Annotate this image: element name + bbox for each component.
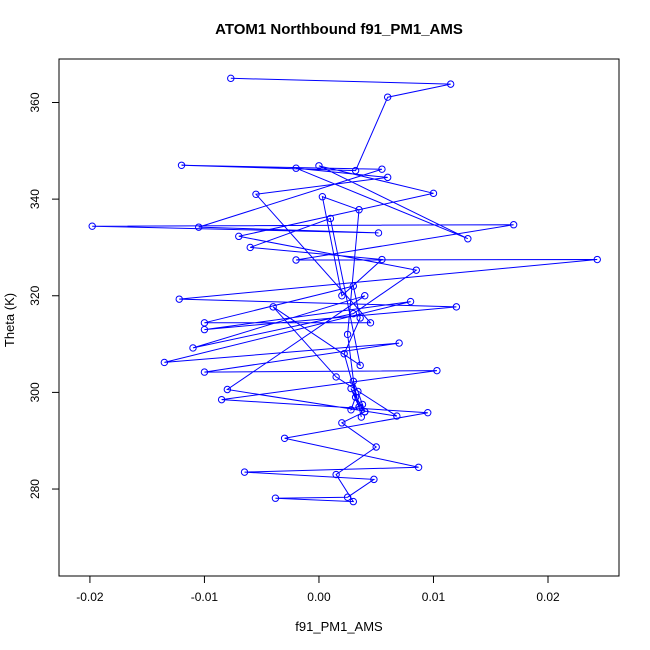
data-point bbox=[332, 470, 340, 479]
data-point bbox=[372, 443, 380, 451]
data-point bbox=[355, 206, 363, 214]
data-point bbox=[338, 419, 346, 427]
data-point bbox=[252, 190, 260, 198]
data-point bbox=[412, 266, 421, 274]
data-point bbox=[349, 282, 358, 290]
data-point bbox=[318, 193, 327, 201]
x-tick-label: 0.00 bbox=[307, 590, 331, 604]
x-tick-label: -0.02 bbox=[76, 590, 104, 604]
data-point bbox=[340, 350, 348, 358]
x-tick-label: -0.01 bbox=[191, 590, 219, 604]
data-point bbox=[351, 166, 360, 175]
data-point bbox=[349, 497, 358, 506]
y-tick-label: 320 bbox=[28, 285, 42, 305]
series-layer bbox=[88, 74, 601, 506]
data-point bbox=[246, 243, 254, 252]
data-point bbox=[195, 223, 203, 231]
data-point bbox=[269, 303, 277, 311]
data-point bbox=[347, 384, 355, 393]
data-point bbox=[395, 339, 403, 347]
chart-title: ATOM1 Northbound f91_PM1_AMS bbox=[215, 21, 463, 38]
data-point bbox=[271, 494, 280, 502]
data-point bbox=[593, 255, 601, 264]
data-point bbox=[433, 366, 441, 375]
data-point bbox=[240, 468, 249, 476]
data-point bbox=[88, 222, 96, 230]
data-point bbox=[349, 377, 358, 385]
data-point bbox=[235, 232, 243, 241]
data-point bbox=[356, 314, 364, 322]
x-tick-label: 0.02 bbox=[536, 590, 560, 604]
x-tick-label: 0.01 bbox=[422, 590, 446, 604]
data-point bbox=[383, 173, 392, 182]
data-point bbox=[429, 189, 438, 198]
data-point bbox=[356, 361, 364, 370]
data-point bbox=[343, 493, 352, 501]
data-point bbox=[374, 229, 383, 237]
data-point bbox=[332, 373, 340, 381]
data-point bbox=[414, 463, 423, 471]
data-point bbox=[177, 161, 186, 169]
data-point bbox=[424, 408, 432, 417]
data-point bbox=[160, 358, 169, 367]
data-point bbox=[217, 395, 226, 404]
y-axis: 280 300 320 340 360 bbox=[28, 92, 60, 499]
data-point bbox=[315, 162, 323, 170]
data-point bbox=[338, 292, 346, 300]
data-point bbox=[175, 295, 183, 303]
data-point bbox=[227, 74, 235, 83]
data-point bbox=[406, 297, 415, 306]
data-point bbox=[378, 165, 386, 173]
data-point bbox=[393, 412, 401, 420]
data-point bbox=[189, 344, 197, 352]
data-point bbox=[366, 319, 375, 327]
data-point bbox=[361, 292, 369, 300]
data-point bbox=[292, 256, 300, 264]
data-point bbox=[357, 413, 366, 421]
data-point bbox=[347, 406, 355, 414]
data-point bbox=[370, 475, 378, 484]
y-axis-title: Theta (K) bbox=[2, 293, 17, 347]
x-axis: -0.02 -0.01 0.00 0.01 0.02 bbox=[76, 575, 560, 604]
data-point bbox=[358, 400, 367, 409]
x-axis-title: f91_PM1_AMS bbox=[295, 619, 383, 634]
data-point bbox=[223, 385, 232, 394]
y-tick-label: 280 bbox=[28, 479, 42, 499]
data-point bbox=[292, 164, 300, 172]
data-point bbox=[280, 434, 289, 442]
data-point bbox=[200, 319, 209, 327]
y-tick-label: 360 bbox=[28, 92, 42, 112]
series-line bbox=[92, 77, 598, 503]
data-point bbox=[452, 303, 461, 311]
data-point bbox=[509, 221, 518, 229]
data-point bbox=[378, 255, 386, 264]
data-point bbox=[349, 309, 358, 318]
y-tick-label: 300 bbox=[28, 382, 42, 402]
data-point bbox=[354, 387, 362, 396]
y-tick-label: 340 bbox=[28, 189, 42, 209]
data-point bbox=[446, 80, 455, 88]
data-point bbox=[343, 330, 352, 339]
data-point bbox=[200, 368, 209, 376]
data-point bbox=[383, 93, 392, 101]
data-point bbox=[326, 214, 335, 223]
data-point bbox=[464, 235, 472, 243]
data-point bbox=[361, 408, 369, 416]
